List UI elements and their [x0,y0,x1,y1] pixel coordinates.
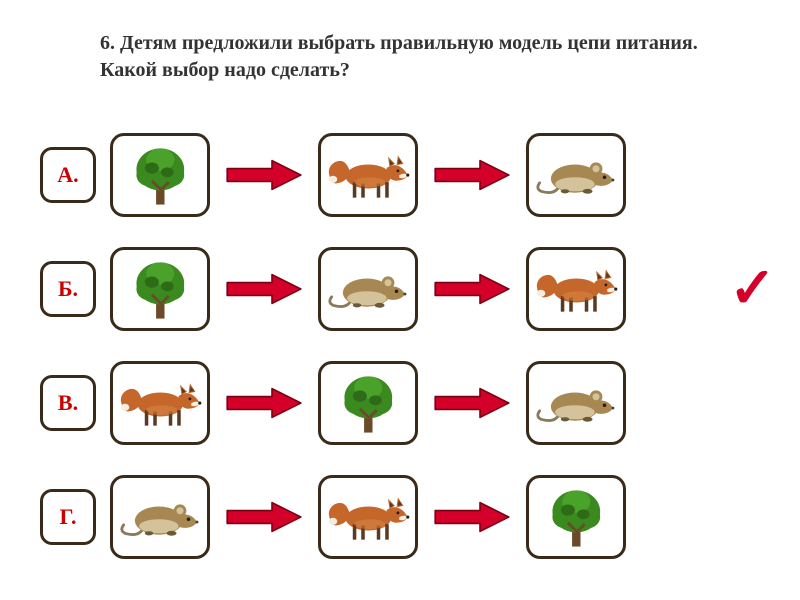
option-label-g: Г. [40,489,96,545]
checkmark-icon: ✓ [729,256,776,321]
card-mouse [526,361,626,445]
option-label-text: А. [57,162,78,188]
mouse-icon [118,482,203,552]
card-fox [318,133,418,217]
card-mouse [526,133,626,217]
arrow-right-icon [224,384,304,422]
option-row-a[interactable]: А. [40,130,760,220]
tree-icon [326,368,411,438]
arrow-right-icon [432,270,512,308]
card-tree [318,361,418,445]
fox-icon [534,254,619,324]
question-number: 6. [100,32,115,54]
arrow-right-icon [432,156,512,194]
arrow-right-icon [432,498,512,536]
card-mouse [318,247,418,331]
card-fox [318,475,418,559]
card-tree [110,247,210,331]
arrow-right-icon [224,270,304,308]
tree-icon [118,140,203,210]
question-text: 6. Детям предложили выбрать правильную м… [100,30,740,84]
option-label-text: В. [58,390,78,416]
fox-icon [326,482,411,552]
option-row-v[interactable]: В. [40,358,760,448]
option-row-g[interactable]: Г. [40,472,760,562]
question-body: Детям предложили выбрать правильную моде… [100,32,698,81]
card-tree [526,475,626,559]
option-label-b: Б. [40,261,96,317]
option-label-text: Г. [59,504,76,530]
fox-icon [118,368,203,438]
tree-icon [534,482,619,552]
mouse-icon [326,254,411,324]
arrow-right-icon [224,498,304,536]
card-tree [110,133,210,217]
option-row-b[interactable]: Б. [40,244,760,334]
mouse-icon [534,368,619,438]
arrow-right-icon [224,156,304,194]
tree-icon [118,254,203,324]
mouse-icon [534,140,619,210]
card-fox [110,361,210,445]
card-fox [526,247,626,331]
option-label-a: А. [40,147,96,203]
options-container: А. Б. В. [40,130,760,586]
option-label-v: В. [40,375,96,431]
option-label-text: Б. [58,276,78,302]
arrow-right-icon [432,384,512,422]
fox-icon [326,140,411,210]
card-mouse [110,475,210,559]
